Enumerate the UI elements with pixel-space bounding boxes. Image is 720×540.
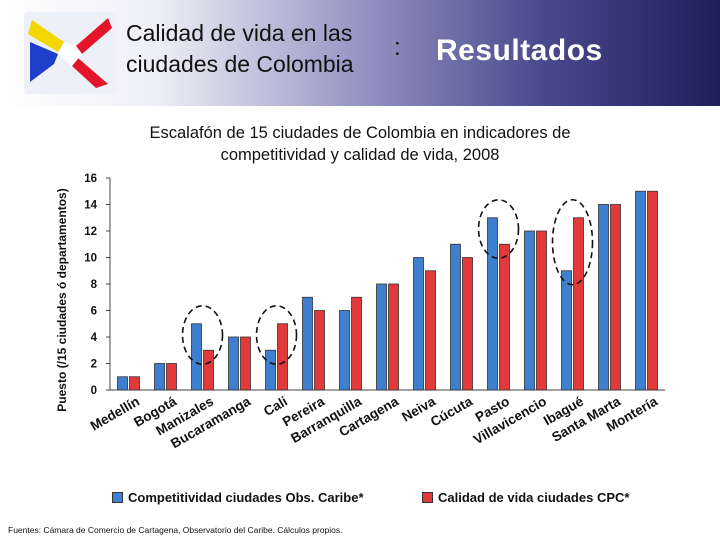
bar-calidad <box>129 376 140 391</box>
title-line-2: ciudades de Colombia <box>126 51 354 77</box>
x-category-label: Cúcuta <box>428 393 476 429</box>
bar-calidad <box>573 217 584 391</box>
colombia-x-logo-icon <box>24 12 116 94</box>
legend-item-calidad: Calidad de vida ciudades CPC* <box>422 490 629 505</box>
y-tick-label: 0 <box>91 385 97 397</box>
highlight-ellipse <box>255 304 298 366</box>
bar-calidad <box>647 190 658 391</box>
highlight-ellipse <box>181 304 224 366</box>
legend-label-competitividad: Competitividad ciudades Obs. Caribe* <box>128 490 364 505</box>
bar-calidad <box>425 270 436 391</box>
y-tick-label: 2 <box>91 359 97 371</box>
x-category-label: Medellín <box>88 394 142 434</box>
legend: Competitividad ciudades Obs. Caribe* Cal… <box>110 490 670 510</box>
bar-competitividad <box>376 283 387 391</box>
section-title: Resultados <box>436 34 603 67</box>
bar-competitividad <box>635 190 646 391</box>
highlight-ellipse <box>551 198 594 286</box>
y-tick-label: 8 <box>91 279 98 291</box>
title-separator: : <box>394 34 401 61</box>
y-tick-label: 12 <box>84 226 97 238</box>
y-tick-label: 6 <box>91 306 97 318</box>
source-note: Fuentes: Cámara de Comercio de Cartagena… <box>8 525 343 535</box>
bar-calidad <box>499 243 510 391</box>
y-tick-label: 10 <box>84 253 97 265</box>
title-line-1: Calidad de vida en las <box>126 20 353 46</box>
bar-competitividad <box>413 257 424 391</box>
page-title: Calidad de vida en las ciudades de Colom… <box>126 18 391 80</box>
bar-calidad <box>351 296 362 391</box>
legend-label-calidad: Calidad de vida ciudades CPC* <box>438 490 630 505</box>
bar-competitividad <box>302 296 313 391</box>
legend-item-competitividad: Competitividad ciudades Obs. Caribe* <box>112 490 364 505</box>
y-tick-label: 4 <box>91 332 98 344</box>
bar-competitividad <box>154 363 165 391</box>
bar-calidad <box>462 257 473 391</box>
bar-calidad <box>388 283 399 391</box>
bar-competitividad <box>561 270 572 391</box>
chart-title-line-1: Escalafón de 15 ciudades de Colombia en … <box>149 124 571 142</box>
y-tick-label: 16 <box>84 173 97 185</box>
bar-competitividad <box>339 310 350 391</box>
highlight-ellipse <box>477 198 520 260</box>
bar-competitividad <box>524 230 535 391</box>
bar-calidad <box>203 349 214 391</box>
bar-competitividad <box>228 336 239 391</box>
bar-competitividad <box>598 204 609 391</box>
chart-title-line-2: competitividad y calidad de vida, 2008 <box>220 146 500 164</box>
bar-competitividad <box>265 349 276 391</box>
legend-swatch-blue <box>112 492 123 503</box>
bar-competitividad <box>487 217 498 391</box>
bar-calidad <box>240 336 251 391</box>
bar-competitividad <box>450 243 461 391</box>
y-tick-label: 14 <box>84 200 97 212</box>
bar-calidad <box>314 310 325 391</box>
bar-calidad <box>166 363 177 391</box>
legend-swatch-red <box>422 492 433 503</box>
bar-calidad <box>277 323 288 391</box>
bar-competitividad <box>191 323 202 391</box>
bar-competitividad <box>117 376 128 391</box>
chart-title: Escalafón de 15 ciudades de Colombia en … <box>90 122 630 166</box>
header-banner: Calidad de vida en las ciudades de Colom… <box>0 0 720 106</box>
bar-calidad <box>536 230 547 391</box>
bar-calidad <box>610 204 621 391</box>
